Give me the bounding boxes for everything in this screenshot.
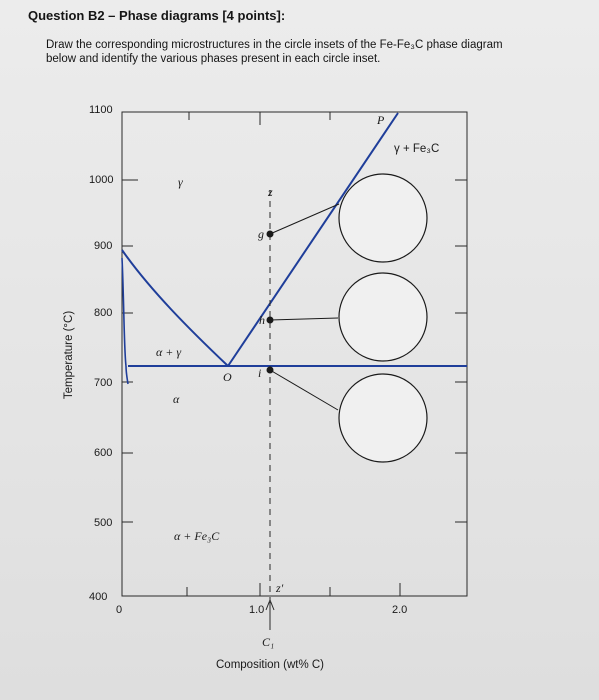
label-c1: C₁	[262, 635, 274, 649]
label-gamma: γ	[178, 175, 183, 189]
ytick-900: 900	[94, 240, 112, 252]
label-alpha-fe3c: α + Fe₃C	[174, 529, 220, 543]
label-z-prime: z′	[275, 581, 284, 595]
ytick-800: 800	[94, 307, 112, 319]
alpha-solvus-upper	[121, 257, 127, 367]
ytick-700: 700	[94, 377, 112, 389]
label-i: i	[258, 366, 261, 380]
question-title: Question B2 – Phase diagrams [4 points]:	[28, 8, 286, 23]
leader-i	[269, 369, 339, 411]
ytick-600: 600	[94, 447, 112, 459]
label-g: g	[258, 227, 264, 241]
xtick-2: 2.0	[392, 604, 407, 616]
c1-arrow-head	[265, 598, 275, 611]
instruction-line-1: Draw the corresponding microstructures i…	[46, 39, 503, 51]
question-instructions: Draw the corresponding microstructures i…	[46, 38, 566, 66]
circle-inset-g[interactable]	[338, 173, 428, 263]
ytick-1000: 1000	[89, 174, 113, 186]
circle-inset-h[interactable]	[338, 272, 428, 362]
label-alpha: α	[173, 392, 180, 406]
label-O: O	[223, 370, 232, 384]
leader-g	[269, 203, 340, 235]
plot-frame	[121, 111, 468, 597]
xtick-1: 1.0	[249, 604, 264, 616]
circle-inset-i[interactable]	[338, 373, 428, 463]
ytick-500: 500	[94, 517, 112, 529]
label-h: h	[259, 313, 265, 327]
ytick-1100: 1100	[89, 104, 113, 116]
xtick-0: 0	[116, 604, 122, 616]
leader-h	[269, 317, 339, 321]
x-axis-ticks	[121, 112, 401, 596]
alpha-solvus-lower	[125, 365, 129, 385]
label-alpha-gamma: α + γ	[156, 345, 181, 359]
label-z: z	[267, 185, 273, 199]
label-P: P	[376, 113, 385, 127]
x-axis-title: Composition (wt% C)	[216, 659, 324, 671]
y-axis-title: Temperature (°C)	[63, 311, 75, 399]
ytick-400: 400	[89, 591, 107, 603]
instruction-line-2: below and identify the various phases pr…	[46, 53, 381, 65]
acm-line	[227, 112, 399, 367]
a3-curve	[121, 249, 229, 367]
label-gamma-fe3c: γ + Fe₃C	[394, 143, 439, 155]
